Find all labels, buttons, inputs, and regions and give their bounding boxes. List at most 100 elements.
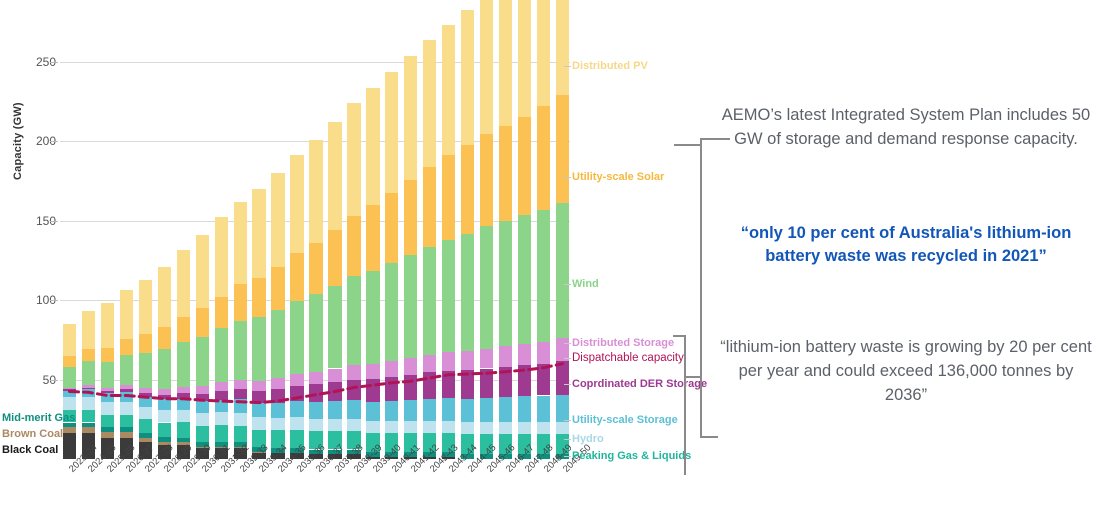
bar-segment [290,253,304,301]
bar-segment [517,365,532,397]
bar-2046-47 [498,0,513,459]
bar-segment [157,394,171,400]
bar-segment [233,379,247,390]
bar-segment [442,433,456,453]
bar-segment [328,230,342,286]
series-label-tick [564,284,571,285]
bar-segment [290,401,304,417]
dispatchable-capacity-line [68,362,564,405]
bar-segment [100,347,115,363]
bar-2037-38 [328,0,342,459]
bar-segment [347,365,361,380]
bar-2049-50 [555,0,570,459]
bar-segment [423,420,437,434]
bar-segment [290,154,304,254]
bar-segment [252,452,266,459]
bar-segment [157,444,171,459]
bar-segment [233,320,247,380]
bar-segment [252,277,266,318]
bar-segment [423,354,437,373]
bar-segment [157,422,171,437]
note-waste-growth: “lithium-ion battery waste is growing by… [720,338,1092,404]
bar-segment [214,441,228,447]
bar-segment [536,209,551,342]
bar-segment [252,391,266,403]
bar-segment [81,422,96,428]
bar-segment [195,386,209,395]
bracket-outer-bottom-arm [700,436,718,438]
bar-segment [328,449,342,455]
bar-segment [423,433,437,453]
bar-segment [328,418,342,432]
bracket-inner-bottom-arm [684,376,702,378]
bar-2025-26 [100,0,115,459]
bar-segment [290,301,304,375]
bar-segment [100,390,115,394]
bar-segment [157,441,171,445]
bar-segment [309,449,323,455]
bar-segment [498,0,513,126]
y-tick-label: 250 [35,55,56,69]
bar-segment [62,387,77,390]
bar-2033-34 [252,0,266,459]
bar-segment [498,346,513,367]
bar-segment [157,266,171,328]
bar-segment [498,220,513,347]
bar-segment [309,418,323,432]
bar-segment [176,422,190,438]
bar-segment [100,393,115,402]
bar-segment [366,433,380,453]
bar-segment [309,454,323,459]
bar-segment [423,40,437,168]
series-label-tick [564,343,571,344]
bar-segment [119,432,133,438]
bar-segment [536,0,551,107]
bar-segment [555,394,570,422]
bar-segment [214,391,228,400]
bar-2048-49 [536,0,551,459]
bar-segment [555,338,570,362]
bar-segment [195,441,209,447]
bar-2039-40 [366,0,380,459]
bar-2038-39 [347,0,361,459]
bar-segment [290,452,304,459]
bar-segment [233,201,247,285]
bar-segment [214,425,228,442]
y-tick-dash [50,141,58,143]
bar-segment [138,280,152,335]
bar-segment [252,188,266,278]
bar-segment [404,180,418,255]
bar-segment [385,262,399,362]
bar-segment [271,430,285,448]
bar-segment [214,399,228,413]
bar-segment [347,449,361,455]
bar-segment [62,367,77,388]
bar-2041-42 [404,0,418,459]
bar-segment [195,308,209,338]
bar-segment [366,205,380,271]
bar-segment [347,400,361,419]
bar-segment [517,434,532,455]
bar-segment [214,328,228,383]
bar-segment [517,343,532,366]
bar-segment [119,414,133,428]
bar-segment [480,434,494,455]
bar-segment [176,442,190,445]
bar-segment [195,401,209,414]
bar-segment [498,421,513,435]
bar-segment [461,351,475,371]
bar-segment [100,432,115,438]
bar-segment [347,418,361,432]
bar-segment [62,427,77,433]
bar-segment [233,447,247,448]
bar-segment [404,357,418,375]
bar-segment [366,452,380,458]
series-label-tick [564,66,571,67]
bar-2035-36 [290,0,304,459]
side-notes: AEMO’s latest Integrated System Plan inc… [716,0,1096,509]
bar-segment [498,366,513,398]
bar-segment [347,379,361,401]
series-label-distributed-pv: Distributed PV [572,60,648,72]
bar-segment [442,420,456,434]
bar-segment [442,155,456,240]
